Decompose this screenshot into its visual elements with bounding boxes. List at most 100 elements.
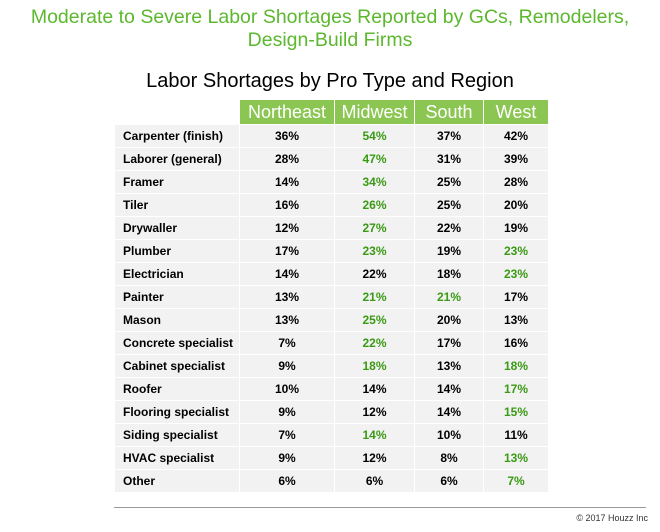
cell-northeast: 10%: [240, 377, 334, 400]
header-corner: [115, 100, 239, 124]
cell-south: 17%: [415, 331, 483, 354]
row-label: HVAC specialist: [115, 446, 239, 469]
column-header-west: West: [484, 100, 548, 124]
table-title: Labor Shortages by Pro Type and Region: [146, 70, 514, 92]
table-row: Framer 14% 34% 25% 28%: [115, 170, 548, 193]
table-row: Painter 13% 21% 21% 17%: [115, 285, 548, 308]
table-row: Carpenter (finish) 36% 54% 37% 42%: [115, 124, 548, 147]
cell-west: 17%: [484, 377, 548, 400]
cell-midwest: 54%: [335, 124, 414, 147]
table-row: Siding specialist 7% 14% 10% 11%: [115, 423, 548, 446]
cell-west: 42%: [484, 124, 548, 147]
cell-midwest: 14%: [335, 423, 414, 446]
cell-south: 25%: [415, 170, 483, 193]
cell-northeast: 12%: [240, 216, 334, 239]
cell-south: 13%: [415, 354, 483, 377]
row-label: Framer: [115, 170, 239, 193]
cell-northeast: 7%: [240, 331, 334, 354]
row-label: Roofer: [115, 377, 239, 400]
row-label: Tiler: [115, 193, 239, 216]
cell-west: 13%: [484, 308, 548, 331]
cell-midwest: 22%: [335, 262, 414, 285]
cell-west: 17%: [484, 285, 548, 308]
cell-south: 25%: [415, 193, 483, 216]
table-row: Laborer (general) 28% 47% 31% 39%: [115, 147, 548, 170]
row-label: Painter: [115, 285, 239, 308]
cell-west: 19%: [484, 216, 548, 239]
cell-west: 20%: [484, 193, 548, 216]
cell-south: 21%: [415, 285, 483, 308]
row-label: Plumber: [115, 239, 239, 262]
cell-south: 31%: [415, 147, 483, 170]
cell-west: 13%: [484, 446, 548, 469]
footer-divider: [114, 507, 646, 508]
column-header-northeast: Northeast: [240, 100, 334, 124]
cell-midwest: 6%: [335, 469, 414, 492]
table-row: Mason 13% 25% 20% 13%: [115, 308, 548, 331]
cell-west: 11%: [484, 423, 548, 446]
cell-south: 22%: [415, 216, 483, 239]
cell-south: 10%: [415, 423, 483, 446]
cell-northeast: 9%: [240, 446, 334, 469]
cell-south: 14%: [415, 400, 483, 423]
labor-shortage-table: Northeast Midwest South West Carpenter (fin…: [114, 100, 549, 492]
cell-west: 15%: [484, 400, 548, 423]
cell-south: 20%: [415, 308, 483, 331]
cell-midwest: 21%: [335, 285, 414, 308]
column-header-midwest: Midwest: [335, 100, 414, 124]
row-label: Laborer (general): [115, 147, 239, 170]
cell-south: 18%: [415, 262, 483, 285]
cell-northeast: 13%: [240, 308, 334, 331]
cell-south: 8%: [415, 446, 483, 469]
column-header-south: South: [415, 100, 483, 124]
cell-west: 7%: [484, 469, 548, 492]
table-row: Plumber 17% 23% 19% 23%: [115, 239, 548, 262]
cell-northeast: 9%: [240, 354, 334, 377]
row-label: Carpenter (finish): [115, 124, 239, 147]
row-label: Concrete specialist: [115, 331, 239, 354]
table-row: Electrician 14% 22% 18% 23%: [115, 262, 548, 285]
cell-northeast: 6%: [240, 469, 334, 492]
row-label: Other: [115, 469, 239, 492]
table-row: Concrete specialist 7% 22% 17% 16%: [115, 331, 548, 354]
copyright: © 2017 Houzz Inc: [576, 513, 648, 523]
cell-west: 39%: [484, 147, 548, 170]
cell-west: 23%: [484, 262, 548, 285]
cell-midwest: 23%: [335, 239, 414, 262]
cell-west: 23%: [484, 239, 548, 262]
cell-midwest: 25%: [335, 308, 414, 331]
cell-south: 6%: [415, 469, 483, 492]
header-row: Northeast Midwest South West: [115, 100, 548, 124]
table-row: Flooring specialist 9% 12% 14% 15%: [115, 400, 548, 423]
cell-northeast: 13%: [240, 285, 334, 308]
cell-south: 14%: [415, 377, 483, 400]
row-label: Mason: [115, 308, 239, 331]
cell-west: 16%: [484, 331, 548, 354]
cell-northeast: 36%: [240, 124, 334, 147]
row-label: Electrician: [115, 262, 239, 285]
cell-south: 37%: [415, 124, 483, 147]
slide-title: Moderate to Severe Labor Shortages Repor…: [30, 6, 630, 51]
table-row: Tiler 16% 26% 25% 20%: [115, 193, 548, 216]
row-label: Flooring specialist: [115, 400, 239, 423]
cell-northeast: 16%: [240, 193, 334, 216]
cell-midwest: 47%: [335, 147, 414, 170]
table-row: Roofer 10% 14% 14% 17%: [115, 377, 548, 400]
table-row: Drywaller 12% 27% 22% 19%: [115, 216, 548, 239]
cell-midwest: 26%: [335, 193, 414, 216]
cell-northeast: 7%: [240, 423, 334, 446]
cell-midwest: 34%: [335, 170, 414, 193]
cell-midwest: 27%: [335, 216, 414, 239]
cell-midwest: 18%: [335, 354, 414, 377]
cell-west: 28%: [484, 170, 548, 193]
cell-midwest: 22%: [335, 331, 414, 354]
cell-northeast: 17%: [240, 239, 334, 262]
cell-west: 18%: [484, 354, 548, 377]
cell-northeast: 9%: [240, 400, 334, 423]
table-row: Other 6% 6% 6% 7%: [115, 469, 548, 492]
cell-northeast: 14%: [240, 262, 334, 285]
cell-midwest: 12%: [335, 400, 414, 423]
cell-midwest: 12%: [335, 446, 414, 469]
table-row: Cabinet specialist 9% 18% 13% 18%: [115, 354, 548, 377]
row-label: Drywaller: [115, 216, 239, 239]
